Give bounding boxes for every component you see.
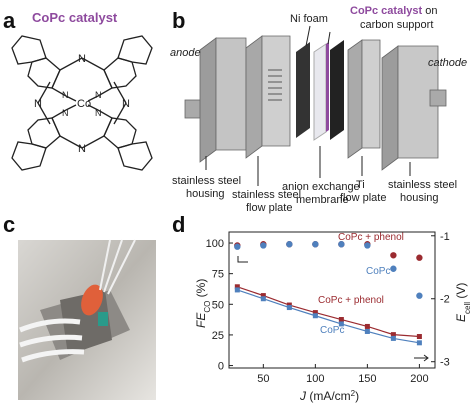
data-point [286,241,293,248]
data-point [312,310,318,316]
data-point [416,292,423,299]
x-axis-label-part: 2 [351,389,356,398]
atom: Co [77,98,91,110]
data-point [286,302,292,308]
data-point [312,313,318,319]
x-tick-label: 50 [257,373,269,385]
atom: N [122,98,130,110]
series-label: CoPc [320,325,344,336]
data-point [260,293,266,299]
data-point [390,252,397,259]
data-point [364,328,370,334]
x-axis-label-part: (mA/cm [306,389,351,403]
data-point [390,335,396,341]
molecule [11,35,153,171]
atom: N [78,143,86,155]
x-tick-label: 200 [410,373,428,385]
y2-axis-label-part: (V) [454,283,468,302]
data-point [338,241,345,248]
part-label: stainless steel [232,189,301,201]
data-point [364,323,370,329]
data-point [234,243,241,250]
data-point [260,296,266,302]
catalyst-name: CoPc catalyst [350,5,422,17]
y2-tick-label: -3 [440,357,450,369]
atom: N [78,53,86,65]
molecule-title: CoPc catalyst [32,10,118,25]
part-label: housing [186,188,225,200]
y-axis-label-part: CO [203,301,212,313]
y2-tick-label: -1 [440,231,450,243]
data-point [260,242,267,249]
y-axis-label-part: (%) [194,279,208,301]
data-point [234,287,240,293]
series-label: CoPc + phenol [338,232,404,243]
y2-axis-label-part: E [454,313,468,322]
y2-axis-label: Ecell (V) [454,283,472,322]
atom: N [95,90,102,100]
x-axis-label-part: J [299,389,307,403]
part-label: membrane [296,194,349,206]
data-point [416,254,423,261]
panel-label: b [172,8,185,33]
y2-axis-label-part: cell [463,302,472,314]
series-line [237,286,420,338]
series-label: CoPc + phenol [318,295,384,306]
x-tick-label: 150 [358,373,376,385]
y-tick-label: 25 [212,330,224,342]
panel-label: c [3,212,15,237]
data-point [286,305,292,311]
data-point [416,340,422,346]
part-label: housing [400,192,439,204]
atom: N [62,108,69,118]
cathode-label: cathode [428,57,467,69]
ni-foam-label: Ni foam [290,13,328,25]
data-point [390,332,396,338]
photo [18,239,156,400]
y-tick-label: 75 [212,269,224,281]
part-label: flow plate [246,202,292,214]
x-tick-label: 100 [306,373,324,385]
support-label: carbon support [360,19,433,31]
anode-label: anode [170,47,201,59]
y-tick-label: 100 [206,238,224,250]
series-line [237,289,420,344]
axis-indicator [237,256,248,263]
data-point [416,334,422,340]
part-label: flow plate [340,192,386,204]
series-label: CoPc [366,266,390,277]
part-label: stainless steel [172,175,241,187]
data-point [234,284,240,290]
y-tick-label: 50 [212,299,224,311]
panel-label: a [3,8,16,33]
catalyst-label: CoPc catalyst on [350,5,437,17]
y-tick-label: 0 [218,361,224,373]
y-axis-label-part: FE [194,312,208,328]
part-label: stainless steel [388,179,457,191]
y2-tick-label: -2 [440,294,450,306]
x-axis-label-part: ) [355,389,359,403]
atom: N [95,108,102,118]
plot-frame [228,231,436,369]
axis-indicator [414,354,429,362]
part-label: Ti [356,179,365,191]
panel-label: d [172,212,185,237]
data-point [338,317,344,323]
y-axis-label: FECO (%) [194,279,212,328]
part-label: anion exchange [282,181,360,193]
data-point [312,241,319,248]
data-point [364,242,371,249]
catalyst-tail: on [425,5,437,17]
data-point [338,321,344,327]
data-point [390,265,397,272]
x-axis-label: J (mA/cm2) [299,389,359,404]
cell-diagram [184,25,447,186]
atom: N [62,90,69,100]
atom: N [34,98,42,110]
